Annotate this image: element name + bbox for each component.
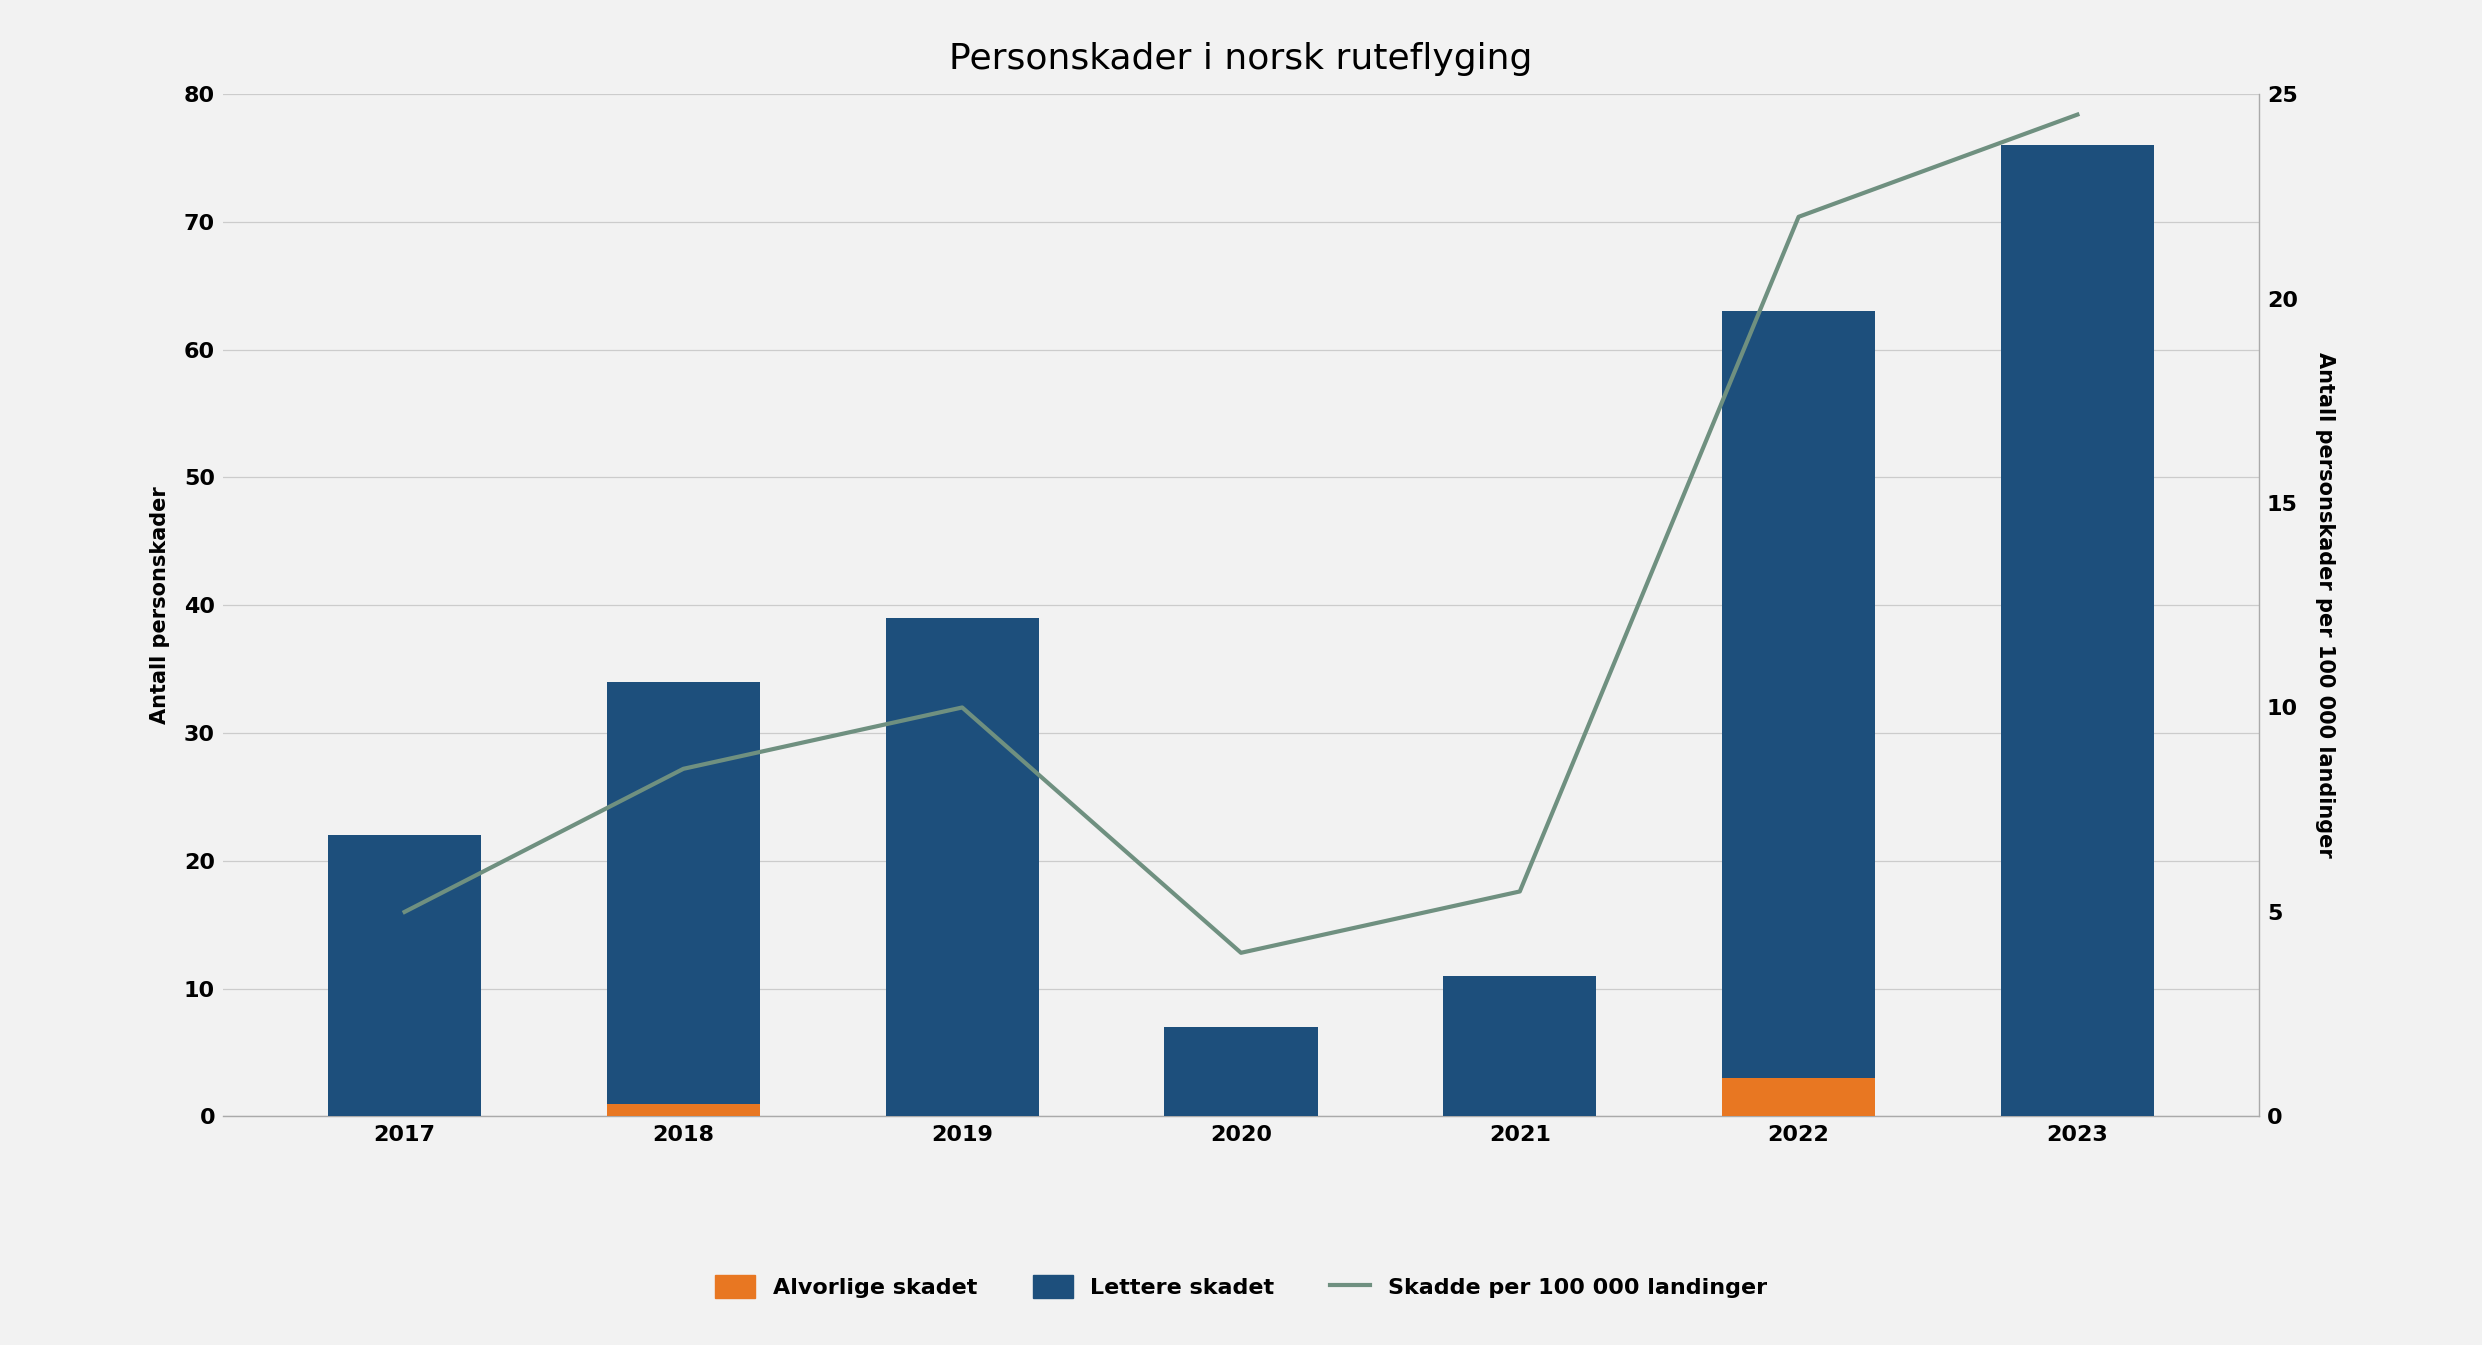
Bar <box>606 1103 759 1116</box>
Y-axis label: Antall personskader: Antall personskader <box>149 487 171 724</box>
Bar <box>886 617 1040 1116</box>
Bar <box>1164 1028 1318 1116</box>
Bar <box>1442 975 1596 1116</box>
Y-axis label: Antall personskader per 100 000 landinger: Antall personskader per 100 000 landinge… <box>2316 352 2336 858</box>
Bar <box>1723 1079 1876 1116</box>
Bar <box>328 835 482 1116</box>
Legend: Alvorlige skadet, Lettere skadet, Skadde per 100 000 landinger: Alvorlige skadet, Lettere skadet, Skadde… <box>705 1267 1777 1307</box>
Bar <box>1723 311 1876 1079</box>
Bar <box>606 682 759 1103</box>
Bar <box>2000 145 2154 1116</box>
Title: Personskader i norsk ruteflyging: Personskader i norsk ruteflyging <box>948 42 1534 77</box>
